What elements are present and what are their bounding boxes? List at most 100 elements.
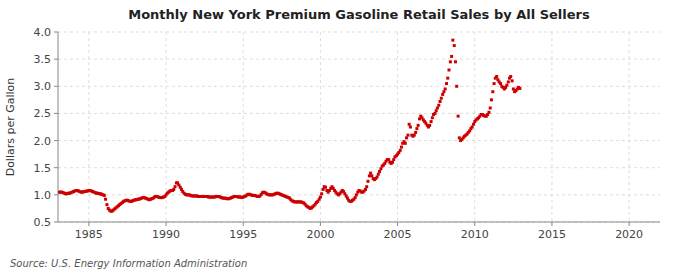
point	[487, 111, 490, 114]
point	[404, 142, 407, 145]
x-tick	[320, 222, 321, 226]
y-tick	[54, 32, 58, 33]
point	[518, 87, 521, 90]
point	[428, 124, 431, 127]
y-grid-line	[58, 113, 660, 114]
x-tick-label: 1990	[152, 228, 180, 241]
point	[444, 88, 447, 91]
x-tick	[88, 222, 89, 226]
point	[454, 60, 457, 63]
y-tick	[54, 86, 58, 87]
point	[406, 134, 409, 137]
point	[369, 172, 372, 175]
y-grid-line	[58, 167, 660, 168]
point	[387, 158, 390, 161]
point	[455, 85, 458, 88]
point	[493, 82, 496, 85]
x-tick	[474, 222, 475, 226]
chart: 198519901995200020052010201520200.51.01.…	[0, 0, 675, 275]
y-tick-label: 1.0	[34, 189, 52, 202]
y-tick	[54, 140, 58, 141]
point	[400, 146, 403, 149]
y-grid-line	[58, 59, 660, 60]
y-tick	[54, 222, 58, 223]
point	[436, 107, 439, 110]
point	[415, 127, 418, 130]
point	[446, 77, 449, 80]
point	[414, 131, 417, 134]
point	[507, 80, 510, 83]
y-grid-line	[58, 140, 660, 141]
point	[505, 84, 508, 87]
y-grid-line	[58, 32, 660, 33]
point	[376, 175, 379, 178]
x-grid-line	[629, 32, 630, 222]
y-grid-line	[58, 86, 660, 87]
point	[355, 193, 358, 196]
source-note: Source: U.S. Energy Information Administ…	[10, 258, 247, 269]
x-tick-label: 2005	[384, 228, 412, 241]
point	[491, 90, 494, 93]
x-tick-label: 2000	[306, 228, 334, 241]
point	[392, 158, 395, 161]
point	[451, 39, 454, 42]
point	[458, 136, 461, 139]
point	[105, 203, 108, 206]
point	[324, 186, 327, 189]
x-tick	[243, 222, 244, 226]
point	[413, 134, 416, 137]
y-tick-label: 0.5	[34, 216, 52, 229]
points	[58, 39, 521, 213]
x-tick-label: 2010	[461, 228, 489, 241]
y-tick-label: 1.5	[34, 162, 52, 175]
y-axis-label: Dollars per Gallon	[4, 78, 17, 177]
y-tick	[54, 113, 58, 114]
x-grid-line	[474, 32, 475, 222]
point	[445, 82, 448, 85]
point	[457, 115, 460, 118]
point	[449, 60, 452, 63]
point	[489, 107, 492, 110]
point	[512, 88, 515, 91]
y-tick	[54, 194, 58, 195]
point	[450, 55, 453, 58]
point	[377, 173, 380, 176]
point	[499, 82, 502, 85]
point	[435, 109, 438, 112]
point	[409, 126, 412, 129]
point	[379, 167, 382, 170]
x-tick-label: 2015	[538, 228, 566, 241]
point	[447, 69, 450, 72]
x-grid-line	[243, 32, 244, 222]
point	[354, 196, 357, 199]
y-tick	[54, 59, 58, 60]
point	[172, 188, 175, 191]
point	[490, 98, 493, 101]
point	[453, 44, 456, 47]
point	[431, 116, 434, 119]
point	[399, 149, 402, 152]
point	[471, 126, 474, 129]
x-tick-label: 1995	[229, 228, 257, 241]
y-tick-label: 2.0	[34, 135, 52, 148]
point	[104, 198, 107, 201]
y-grid-line	[58, 194, 660, 195]
x-tick-label: 2020	[615, 228, 643, 241]
point	[511, 79, 514, 82]
point	[472, 123, 475, 126]
point	[417, 124, 420, 127]
axes: 198519901995200020052010201520200.51.01.…	[34, 26, 644, 241]
point	[319, 196, 322, 199]
y-tick-label: 4.0	[34, 26, 52, 39]
point	[430, 120, 433, 123]
point	[378, 170, 381, 173]
point	[103, 194, 106, 197]
title: Monthly New York Premium Gasoline Retail…	[128, 7, 590, 22]
x-tick	[166, 222, 167, 226]
x-tick	[551, 222, 552, 226]
x-tick	[397, 222, 398, 226]
point	[174, 185, 177, 188]
x-grid-line	[397, 32, 398, 222]
y-tick-label: 3.5	[34, 53, 52, 66]
point	[441, 93, 444, 96]
